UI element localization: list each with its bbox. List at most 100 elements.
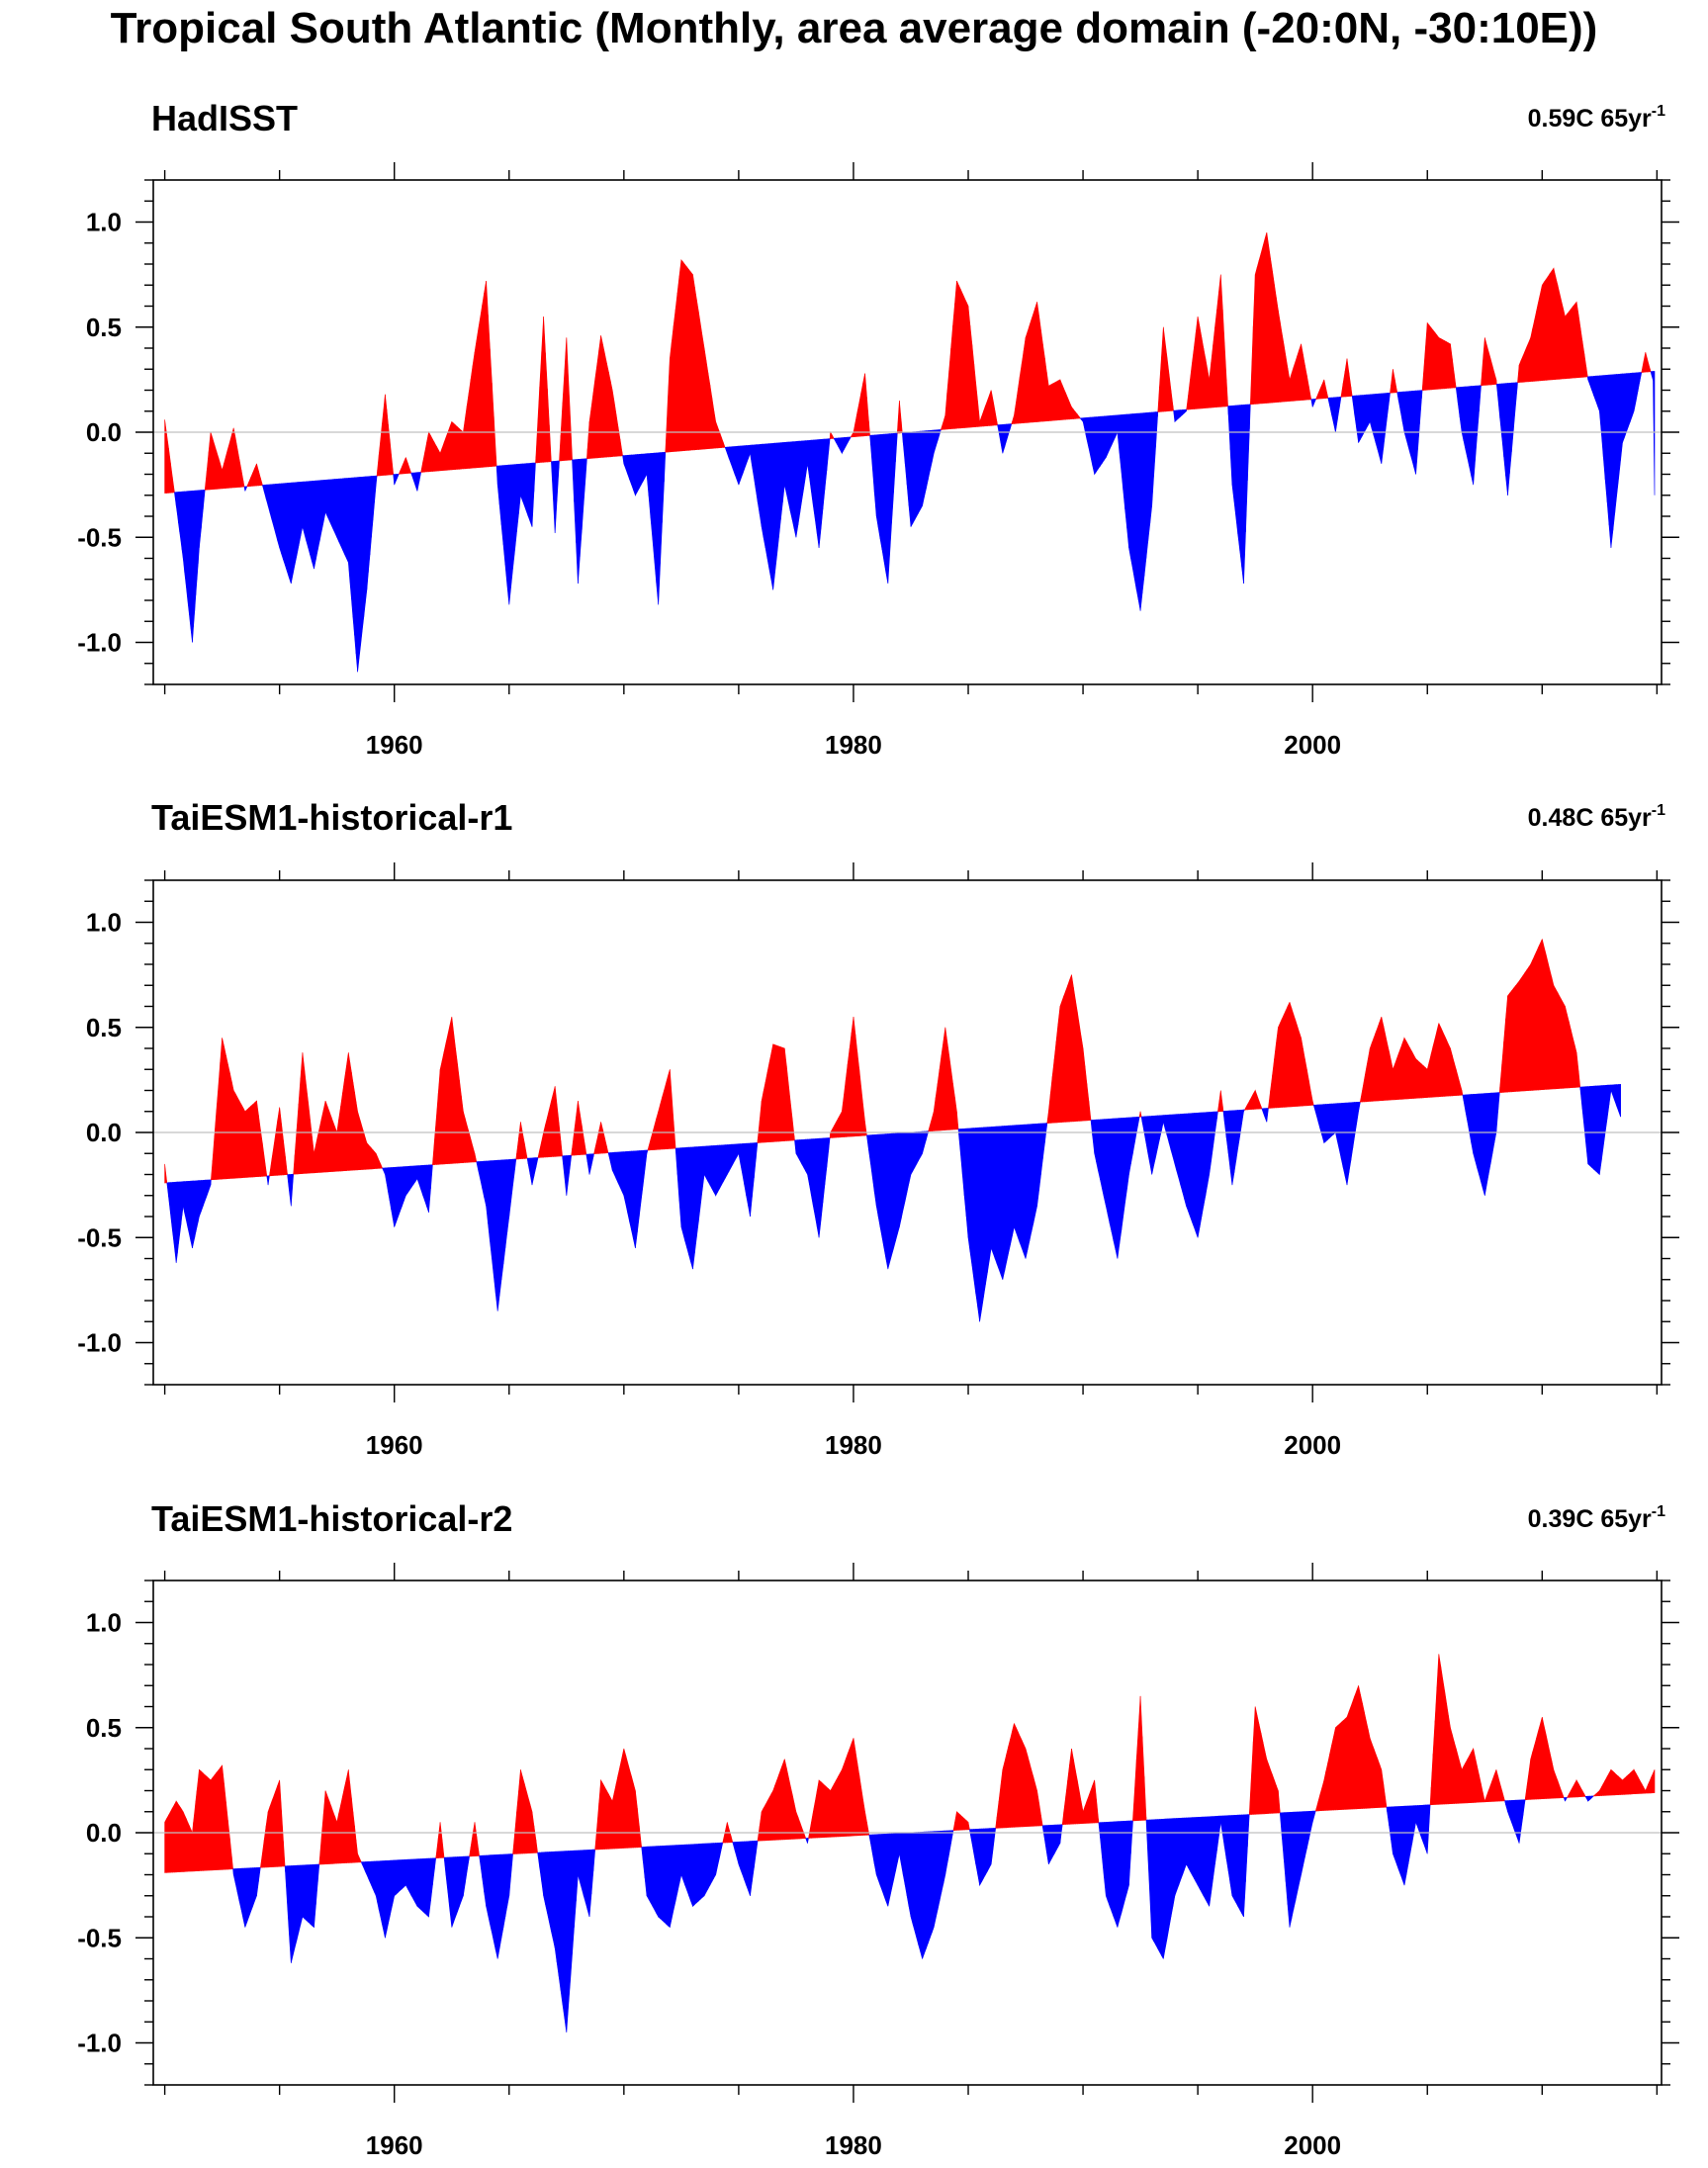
anomaly-below-segment <box>1497 1092 1500 1111</box>
anomaly-above-segment <box>408 468 412 474</box>
anomaly-below-segment <box>1389 392 1391 402</box>
anomaly-below-segment <box>646 1149 649 1154</box>
anomaly-below-segment <box>1639 372 1643 383</box>
anomaly-above-segment <box>535 1840 538 1853</box>
x-axis: 1960 1980 2000 <box>163 1563 1659 2160</box>
x-tick-label: 1980 <box>825 730 882 760</box>
anomaly-below-segment <box>292 1173 295 1181</box>
anomaly-below-segment <box>203 489 206 509</box>
anomaly-below-segment <box>1247 1814 1250 1848</box>
anomaly-above-segment <box>265 1170 268 1177</box>
anomaly-below-segment <box>1313 1810 1316 1816</box>
anomaly-above-segment <box>441 1840 445 1858</box>
y-tick-label: 0.5 <box>86 1013 122 1042</box>
anomaly-below-segment <box>755 1840 759 1854</box>
y-tick-label: 0.0 <box>86 1118 122 1147</box>
anomaly-below-segment <box>1653 371 1656 496</box>
anomaly-below-segment <box>267 1175 270 1186</box>
anomaly-above-segment <box>392 469 395 476</box>
anomaly-above-segment <box>1325 388 1328 399</box>
anomaly-above-segment <box>1278 1790 1281 1814</box>
anomaly-above-segment <box>1577 1070 1581 1088</box>
anomaly-below-segment <box>1046 1123 1048 1128</box>
anomaly-below-segment <box>828 1137 831 1150</box>
x-tick-label: 1980 <box>825 2130 882 2160</box>
x-tick-label: 1960 <box>366 730 423 760</box>
x-axis: 1960 1980 2000 <box>163 862 1659 1460</box>
anomaly-below-segment <box>807 1838 809 1844</box>
anomaly-below-segment <box>1522 1799 1526 1816</box>
anomaly-above-segment <box>1222 1106 1224 1112</box>
anomaly-above-segment <box>1172 406 1174 411</box>
anomaly-below-segment <box>1358 1101 1361 1112</box>
anomaly-above-segment <box>864 1122 867 1136</box>
anomaly-above-segment <box>723 442 726 448</box>
anomaly-below-segment <box>375 475 378 486</box>
anomaly-above-segment <box>621 451 623 457</box>
anomaly-above-segment <box>996 421 998 426</box>
anomaly-above-segment <box>172 477 175 494</box>
anomaly-below-segment <box>1130 1820 1133 1854</box>
anomaly-above-segment <box>730 1836 734 1844</box>
anomaly-below-segment <box>1479 385 1482 411</box>
anomaly-below-segment <box>510 1853 513 1875</box>
anomaly-above-segment <box>1088 1101 1092 1122</box>
anomaly-above-segment <box>868 420 870 436</box>
anomaly-above-segment <box>803 1832 806 1840</box>
anomaly-above-segment <box>1461 1090 1464 1096</box>
anomaly-above-segment <box>525 1153 528 1159</box>
panel-3: TaiESM1-historical-r2 0.39C 65yr-1 -1.0 -0.… <box>77 1498 1679 2160</box>
anomaly-below-segment <box>1266 1108 1269 1123</box>
anomaly-above-segment <box>793 1135 795 1141</box>
anomaly-above-segment <box>1040 1815 1043 1827</box>
anomaly-below-segment <box>316 1863 320 1882</box>
anomaly-below-segment <box>1155 411 1158 447</box>
anomaly-above-segment <box>967 1822 970 1831</box>
anomaly-below-segment <box>849 436 852 440</box>
trend-label: 0.39C 65yr-1 <box>1528 1503 1665 1533</box>
anomaly-below-segment <box>828 438 831 452</box>
anomaly-above-segment <box>1309 396 1312 401</box>
anomaly-above-segment <box>1311 1101 1314 1106</box>
anomaly-above-segment <box>956 1111 959 1130</box>
fill-layer <box>164 232 1656 673</box>
anomaly-above-segment <box>1583 1793 1586 1797</box>
y-tick-label: 0.5 <box>86 313 122 342</box>
panel-title: HadISST <box>151 98 298 138</box>
anomaly-below-segment <box>433 1857 437 1870</box>
anomaly-above-segment <box>1385 1797 1388 1808</box>
anomaly-below-segment <box>514 1158 517 1170</box>
anomaly-below-segment <box>1216 1111 1218 1119</box>
anomaly-above-segment <box>1650 369 1652 373</box>
y-tick-label: 0.0 <box>86 417 122 447</box>
anomaly-below-segment <box>1313 399 1317 404</box>
anomaly-above-segment <box>570 419 573 461</box>
anomaly-below-segment <box>1249 404 1251 429</box>
y-tick-label: 0.0 <box>86 1818 122 1848</box>
x-tick-label: 1960 <box>366 2130 423 2160</box>
x-tick-label: 1980 <box>825 1430 882 1460</box>
anomaly-above-segment <box>1350 386 1353 397</box>
anomaly-above-segment <box>1225 379 1228 407</box>
x-axis: 1960 1980 2000 <box>163 162 1659 760</box>
anomaly-above-segment <box>549 424 552 463</box>
anomaly-below-segment <box>1010 423 1013 428</box>
y-tick-label: -1.0 <box>77 1328 122 1358</box>
y-tick-label: 1.0 <box>86 908 122 938</box>
anomaly-below-segment <box>592 1153 594 1157</box>
y-tick-label: -1.0 <box>77 628 122 658</box>
anomaly-below-segment <box>418 472 422 482</box>
anomaly-above-segment <box>494 450 497 467</box>
anomaly-above-segment <box>231 1856 233 1869</box>
anomaly-above-segment <box>1454 373 1457 389</box>
anomaly-above-segment <box>285 1156 288 1176</box>
anomaly-above-segment <box>560 1140 563 1157</box>
anomaly-below-segment <box>1591 1795 1595 1799</box>
anomaly-above-segment <box>1139 1111 1142 1118</box>
y-axis: -1.0 -0.5 0.0 0.5 1.0 <box>77 179 1679 685</box>
fill-layer <box>164 939 1621 1322</box>
anomaly-below-segment <box>1137 1117 1140 1123</box>
anomaly-above-segment <box>1078 415 1081 419</box>
anomaly-below-segment <box>533 462 536 493</box>
panel-title: TaiESM1-historical-r2 <box>151 1498 512 1539</box>
